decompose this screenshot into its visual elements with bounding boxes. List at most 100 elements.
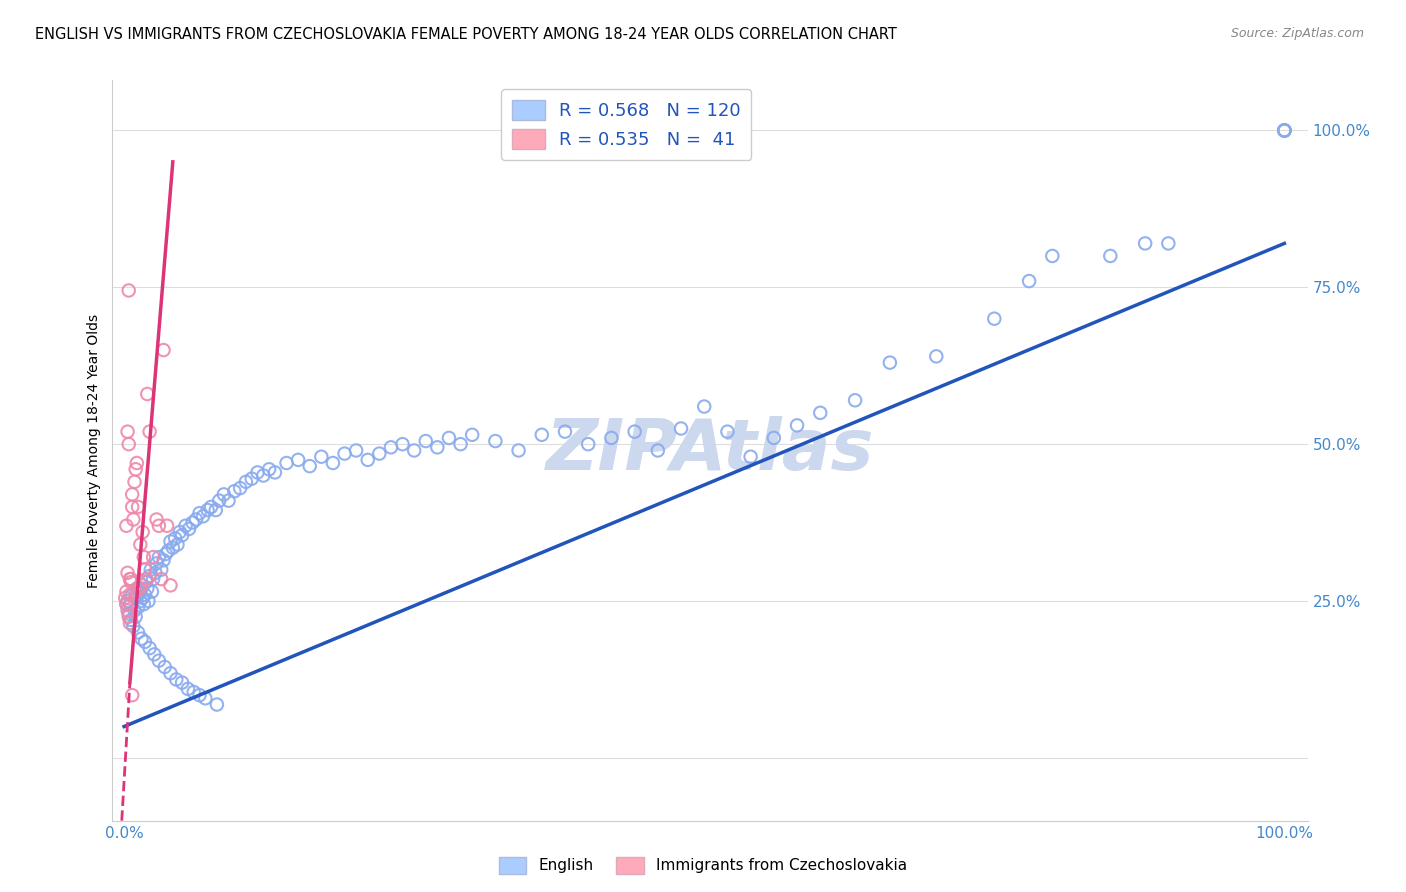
Point <box>125 609 148 624</box>
Text: Source: ZipAtlas.com: Source: ZipAtlas.com <box>1230 27 1364 40</box>
Point <box>139 563 162 577</box>
Point <box>152 553 174 567</box>
Point <box>368 447 391 461</box>
Point <box>127 500 149 514</box>
Point <box>437 431 460 445</box>
Point <box>120 597 142 611</box>
Point <box>152 343 174 357</box>
Point <box>135 575 157 590</box>
Point <box>143 648 166 662</box>
Point <box>145 557 167 571</box>
Point <box>322 456 344 470</box>
Point <box>117 566 139 580</box>
Point <box>157 544 180 558</box>
Point <box>118 572 141 586</box>
Point <box>118 588 141 602</box>
Point <box>264 466 287 480</box>
Point <box>240 472 263 486</box>
Point <box>1018 274 1040 288</box>
Point <box>117 594 139 608</box>
Point <box>135 572 157 586</box>
Point <box>344 443 367 458</box>
Point <box>623 425 645 439</box>
Point <box>166 538 188 552</box>
Point <box>148 550 170 565</box>
Point <box>172 528 194 542</box>
Point <box>125 584 148 599</box>
Point <box>252 468 274 483</box>
Legend: R = 0.568   N = 120, R = 0.535   N =  41: R = 0.568 N = 120, R = 0.535 N = 41 <box>502 89 751 160</box>
Point <box>1040 249 1063 263</box>
Point <box>117 425 139 439</box>
Point <box>391 437 413 451</box>
Point <box>530 427 553 442</box>
Point <box>1272 123 1295 137</box>
Point <box>576 437 599 451</box>
Point <box>197 503 219 517</box>
Point <box>118 437 141 451</box>
Point <box>1272 123 1295 137</box>
Point <box>208 493 231 508</box>
Point <box>148 518 170 533</box>
Point <box>200 500 222 514</box>
Point <box>184 512 207 526</box>
Point <box>357 453 380 467</box>
Point <box>121 688 143 702</box>
Point <box>162 541 184 555</box>
Point <box>1272 123 1295 137</box>
Point <box>218 493 240 508</box>
Point <box>600 431 623 445</box>
Point <box>128 584 150 599</box>
Point <box>118 284 141 298</box>
Point <box>118 607 141 621</box>
Point <box>1099 249 1122 263</box>
Point <box>125 582 148 596</box>
Legend: English, Immigrants from Czechoslovakia: English, Immigrants from Czechoslovakia <box>492 851 914 880</box>
Point <box>128 582 150 596</box>
Point <box>132 550 155 565</box>
Point <box>172 675 194 690</box>
Point <box>554 425 576 439</box>
Y-axis label: Female Poverty Among 18-24 Year Olds: Female Poverty Among 18-24 Year Olds <box>87 313 101 588</box>
Point <box>191 509 214 524</box>
Point <box>461 427 484 442</box>
Point <box>333 447 356 461</box>
Point <box>131 591 153 605</box>
Point <box>298 459 321 474</box>
Point <box>125 591 148 605</box>
Point <box>122 512 145 526</box>
Point <box>150 572 173 586</box>
Point <box>925 349 948 363</box>
Text: ZIPAtlas: ZIPAtlas <box>546 416 875 485</box>
Point <box>188 688 211 702</box>
Point <box>117 603 139 617</box>
Text: ENGLISH VS IMMIGRANTS FROM CZECHOSLOVAKIA FEMALE POVERTY AMONG 18-24 YEAR OLDS C: ENGLISH VS IMMIGRANTS FROM CZECHOSLOVAKI… <box>35 27 897 42</box>
Point <box>181 516 204 530</box>
Point <box>647 443 669 458</box>
Point <box>786 418 808 433</box>
Point <box>156 518 179 533</box>
Point <box>169 524 191 539</box>
Point <box>131 578 153 592</box>
Point <box>138 425 160 439</box>
Point <box>121 487 143 501</box>
Point <box>844 393 866 408</box>
Point <box>224 484 246 499</box>
Point <box>142 572 165 586</box>
Point <box>127 625 149 640</box>
Point <box>229 481 252 495</box>
Point <box>129 594 152 608</box>
Point <box>669 421 692 435</box>
Point <box>129 538 152 552</box>
Point <box>508 443 530 458</box>
Point <box>134 588 156 602</box>
Point <box>204 503 226 517</box>
Point <box>188 506 211 520</box>
Point <box>114 591 136 605</box>
Point <box>155 547 177 561</box>
Point <box>124 475 146 489</box>
Point <box>380 440 402 454</box>
Point <box>134 635 156 649</box>
Point <box>115 597 138 611</box>
Point <box>120 572 142 586</box>
